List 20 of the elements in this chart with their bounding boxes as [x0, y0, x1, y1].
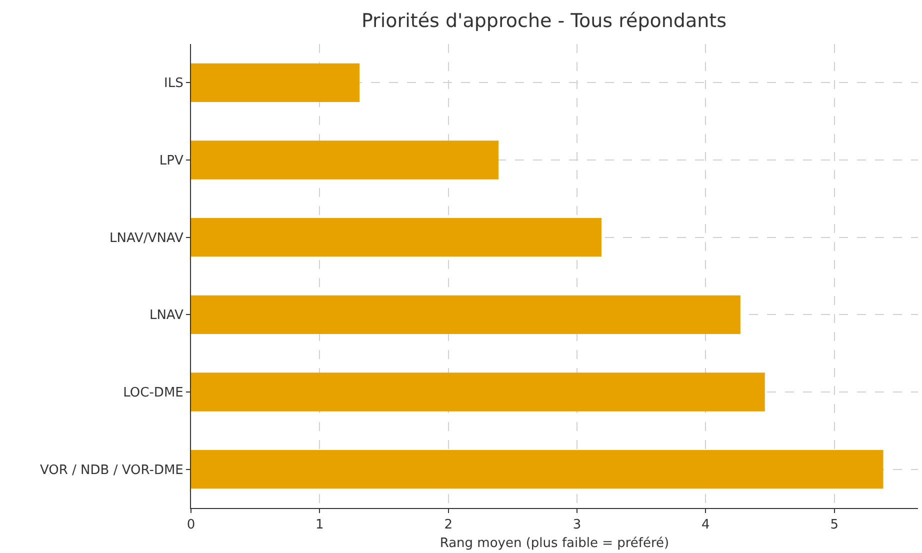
x-tick-label: 2 [444, 518, 452, 533]
bar [191, 450, 884, 489]
bar [191, 218, 602, 257]
bar [191, 140, 499, 180]
x-tick-label: 3 [572, 518, 582, 533]
x-tick-label: 1 [316, 518, 324, 533]
y-tick-label: LNAV [149, 308, 184, 324]
bar [191, 63, 360, 102]
y-tick-label: VOR / NDB / VOR-DME [40, 462, 184, 478]
y-tick-label: LOC-DME [123, 386, 184, 401]
y-tick-label: LPV [159, 154, 184, 169]
x-tick-label: 0 [186, 518, 196, 533]
y-tick-label: ILS [164, 76, 184, 92]
y-tick-label: LNAV/VNAV [110, 230, 184, 246]
x-tick-label: 5 [830, 518, 838, 533]
bar [191, 295, 740, 334]
x-axis-title: Rang moyen (plus faible = préféré) [440, 536, 670, 552]
chart-title: Priorités d'approche - Tous répondants [361, 10, 727, 32]
bar [191, 372, 765, 412]
x-tick-label: 4 [702, 518, 710, 533]
